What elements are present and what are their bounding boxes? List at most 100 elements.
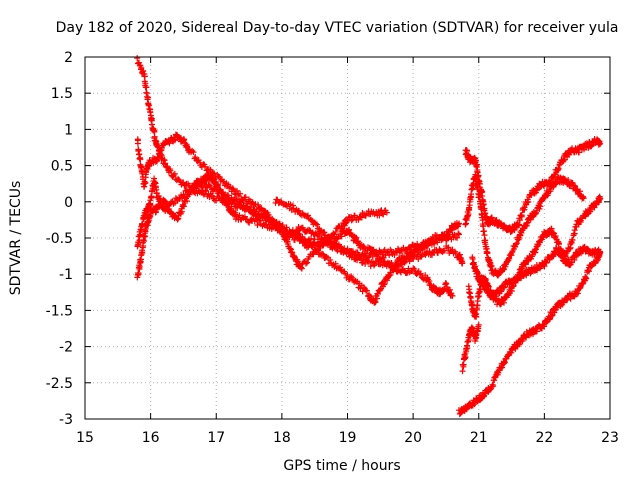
data-point bbox=[456, 220, 463, 227]
data-point bbox=[380, 211, 387, 218]
data-point bbox=[300, 238, 307, 245]
data-point bbox=[501, 359, 508, 366]
data-point bbox=[588, 143, 595, 150]
data-point bbox=[143, 84, 150, 91]
data-point bbox=[134, 140, 141, 147]
data-point bbox=[550, 229, 557, 236]
y-tick-label: 1.5 bbox=[51, 86, 73, 102]
y-tick-label: -1 bbox=[59, 267, 73, 283]
data-point bbox=[266, 215, 273, 222]
data-point bbox=[579, 194, 586, 201]
data-point bbox=[508, 252, 515, 259]
data-point bbox=[473, 176, 480, 183]
data-point bbox=[404, 254, 411, 261]
data-point bbox=[349, 250, 356, 257]
data-point bbox=[537, 203, 544, 210]
series-track-c bbox=[134, 175, 463, 306]
data-point bbox=[195, 157, 202, 164]
data-point bbox=[139, 247, 146, 254]
data-point bbox=[375, 290, 381, 297]
data-point bbox=[525, 198, 532, 205]
data-point bbox=[255, 201, 262, 208]
data-point bbox=[154, 154, 161, 161]
data-point bbox=[597, 140, 604, 147]
data-point bbox=[434, 239, 441, 246]
data-point bbox=[515, 221, 522, 228]
data-point bbox=[472, 157, 479, 164]
data-point bbox=[310, 242, 317, 249]
data-point bbox=[398, 261, 405, 268]
data-point bbox=[134, 55, 141, 62]
data-point bbox=[580, 195, 587, 202]
data-point bbox=[298, 265, 305, 272]
data-point bbox=[278, 230, 285, 237]
data-point bbox=[315, 231, 322, 238]
data-point bbox=[401, 259, 408, 266]
data-point bbox=[327, 235, 334, 242]
data-point bbox=[597, 195, 604, 202]
data-point bbox=[225, 181, 232, 188]
data-point bbox=[237, 190, 244, 197]
x-tick-label: 22 bbox=[535, 430, 553, 446]
data-point bbox=[481, 232, 488, 239]
data-point bbox=[200, 191, 207, 198]
data-point bbox=[344, 271, 351, 278]
data-point bbox=[178, 208, 185, 215]
y-tick-label: -2 bbox=[59, 340, 73, 356]
data-point bbox=[355, 216, 362, 223]
data-point bbox=[373, 250, 380, 257]
data-point bbox=[522, 261, 529, 268]
data-point bbox=[349, 216, 356, 223]
data-point bbox=[579, 280, 586, 287]
data-point bbox=[363, 287, 370, 294]
x-tick-label: 18 bbox=[273, 430, 291, 446]
data-point bbox=[475, 321, 482, 328]
data-point bbox=[478, 206, 485, 213]
data-point bbox=[515, 222, 522, 229]
data-point bbox=[533, 246, 540, 253]
y-tick-label: -2.5 bbox=[46, 376, 73, 392]
data-point bbox=[223, 197, 230, 204]
y-tick-label: -0.5 bbox=[46, 231, 73, 247]
x-tick-label: 21 bbox=[470, 430, 488, 446]
y-tick-label: -1.5 bbox=[46, 303, 73, 319]
data-point bbox=[290, 205, 297, 212]
data-point bbox=[314, 221, 321, 228]
data-point bbox=[141, 183, 148, 190]
data-point bbox=[192, 154, 199, 161]
data-point bbox=[411, 266, 418, 273]
data-point bbox=[211, 170, 218, 177]
data-point bbox=[379, 254, 386, 261]
data-point bbox=[357, 213, 364, 220]
y-tick-label: 1 bbox=[64, 122, 73, 138]
data-point bbox=[492, 267, 499, 274]
data-point bbox=[513, 240, 520, 247]
x-tick-label: 16 bbox=[142, 430, 160, 446]
data-point bbox=[536, 205, 543, 212]
x-tick-label: 15 bbox=[76, 430, 94, 446]
data-point bbox=[476, 194, 483, 201]
data-point bbox=[449, 292, 456, 299]
data-point bbox=[518, 212, 525, 219]
data-point bbox=[171, 170, 178, 177]
data-point bbox=[477, 203, 484, 210]
data-point bbox=[360, 256, 367, 263]
data-point bbox=[445, 244, 452, 251]
data-point bbox=[215, 173, 222, 180]
data-point bbox=[181, 203, 188, 210]
data-point bbox=[327, 256, 334, 263]
series-track-j bbox=[459, 321, 482, 375]
data-point bbox=[473, 311, 480, 318]
data-point bbox=[543, 259, 550, 266]
data-point bbox=[444, 284, 451, 291]
data-point bbox=[443, 280, 450, 287]
data-point bbox=[480, 223, 487, 230]
data-point bbox=[459, 260, 466, 267]
data-point bbox=[569, 237, 576, 244]
data-point bbox=[468, 302, 475, 309]
series-track-g bbox=[462, 171, 587, 279]
data-point bbox=[255, 217, 262, 224]
data-point bbox=[257, 217, 264, 224]
series-track-k bbox=[455, 248, 604, 417]
